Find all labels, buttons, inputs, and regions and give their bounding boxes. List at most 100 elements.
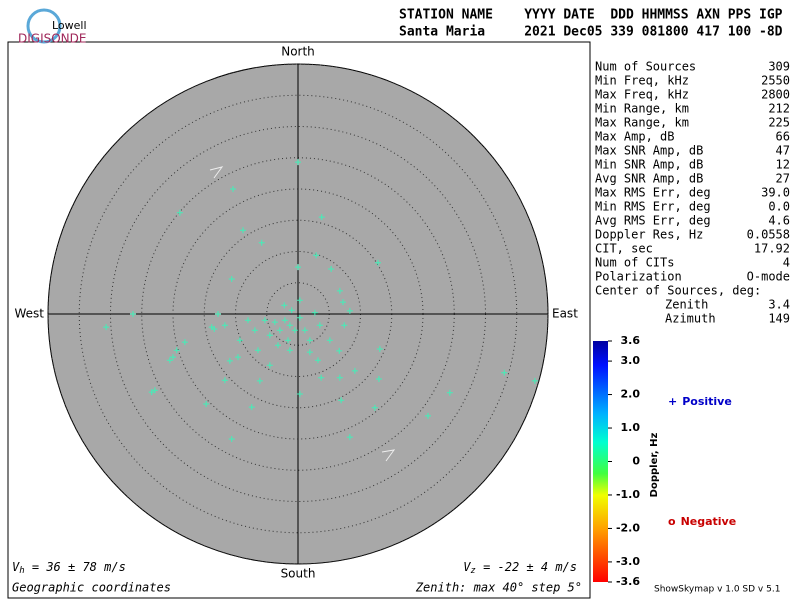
south-label: South (281, 567, 316, 581)
stat-value: 12 (776, 158, 790, 172)
stat-label: Max Amp, dB (595, 130, 674, 144)
legend-name: Positive (682, 395, 732, 408)
source-point (336, 374, 343, 381)
corner-mark (209, 166, 224, 179)
colorbar-tick-label: 0 (632, 455, 640, 468)
source-point (208, 324, 215, 331)
source-point (295, 264, 301, 271)
stat-value: 0.0558 (747, 228, 790, 242)
source-point (228, 436, 235, 442)
source-point (313, 252, 320, 259)
legend-entry: + Positive (668, 395, 732, 408)
colorbar-tick-label: -1.0 (616, 488, 640, 501)
source-point (296, 314, 303, 321)
source-point (148, 389, 155, 396)
source-point (203, 401, 210, 407)
colorbar (593, 341, 608, 582)
stat-label: Avg RMS Err, deg (595, 214, 711, 228)
colorbar-label: Doppler, Hz (649, 433, 660, 498)
source-point (245, 317, 251, 324)
source-point (256, 377, 263, 384)
corner-mark (381, 449, 396, 462)
source-point (425, 412, 431, 419)
source-point (248, 404, 255, 411)
source-point (173, 347, 180, 354)
vz-symbol: V (463, 560, 471, 574)
legend-name: Negative (681, 515, 737, 528)
colorbar-tick-label: 3.6 (621, 334, 641, 347)
stat-label: Max SNR Amp, dB (595, 144, 703, 158)
stat-value: 4 (783, 256, 790, 270)
stat-value: 212 (768, 102, 790, 116)
source-point (240, 227, 246, 234)
stat-value: 0.0 (768, 200, 790, 214)
version: ShowSkymap v 1.0 SD v 5.1 (654, 585, 780, 595)
source-point (176, 209, 183, 216)
center-row-value: 3.4 (768, 298, 790, 312)
vz-note: Vz = -22 ± 4 m/s (463, 560, 577, 576)
legend-entry: o Negative (668, 515, 736, 528)
legend-symbol: + (668, 395, 677, 408)
header-names: STATION NAME YYYY DATE DDD HHMMSS AXN PP… (399, 8, 783, 23)
source-point (286, 322, 293, 329)
source-point (531, 377, 538, 384)
source-point (281, 302, 288, 309)
source-point (151, 387, 158, 394)
source-point (295, 159, 301, 166)
vh-text: = 36 ± 78 m/s (25, 560, 126, 574)
source-point (226, 357, 233, 364)
source-point (258, 239, 265, 246)
source-point (306, 337, 313, 344)
stat-value: 17.92 (754, 242, 790, 256)
stat-label: Num of Sources (595, 60, 696, 74)
north-label: North (281, 45, 315, 59)
stat-label: Min SNR Amp, dB (595, 158, 703, 172)
stat-value: 39.0 (761, 186, 790, 200)
stat-label: Doppler Res, Hz (595, 228, 703, 242)
legend-symbol: o (668, 515, 676, 528)
stat-label: Min RMS Err, deg (595, 200, 711, 214)
vh-symbol: V (12, 560, 20, 574)
stat-value: 309 (768, 60, 790, 74)
stat-value: 4.6 (768, 214, 790, 228)
source-point (166, 357, 173, 364)
center-row-label: Azimuth (665, 312, 716, 326)
source-point (446, 389, 453, 396)
source-point (296, 391, 303, 397)
east-label: East (552, 307, 578, 321)
source-point (266, 332, 273, 339)
source-point (275, 342, 281, 349)
source-point (375, 376, 382, 382)
source-point (501, 369, 508, 376)
zenith-note: Zenith: max 40° step 5° (415, 581, 582, 595)
source-point (351, 367, 358, 374)
source-point (371, 404, 378, 411)
header-values: Santa Maria 2021 Dec05 339 081800 417 10… (399, 25, 783, 40)
colorbar-tick-label: 3.0 (621, 354, 641, 367)
source-point (286, 347, 293, 354)
source-point (340, 299, 346, 306)
source-point (285, 337, 291, 344)
source-point (296, 297, 303, 304)
stat-value: 47 (776, 144, 790, 158)
colorbar-tick-label: -3.0 (616, 555, 640, 568)
source-point (291, 327, 298, 334)
center-row-label: Zenith (665, 298, 708, 312)
source-point (306, 349, 313, 356)
source-point (230, 186, 236, 192)
source-point (318, 374, 325, 381)
source-point (341, 322, 348, 329)
source-point (215, 311, 221, 317)
source-point (170, 354, 176, 361)
source-point (288, 307, 295, 314)
stat-value: 27 (776, 172, 790, 186)
source-point (235, 354, 241, 361)
stat-label: Avg SNR Amp, dB (595, 172, 703, 186)
source-point (281, 317, 288, 324)
source-point (316, 322, 323, 329)
logo-bottom: DIGISONDE (18, 32, 86, 46)
source-point (326, 337, 333, 344)
source-point (221, 322, 228, 329)
